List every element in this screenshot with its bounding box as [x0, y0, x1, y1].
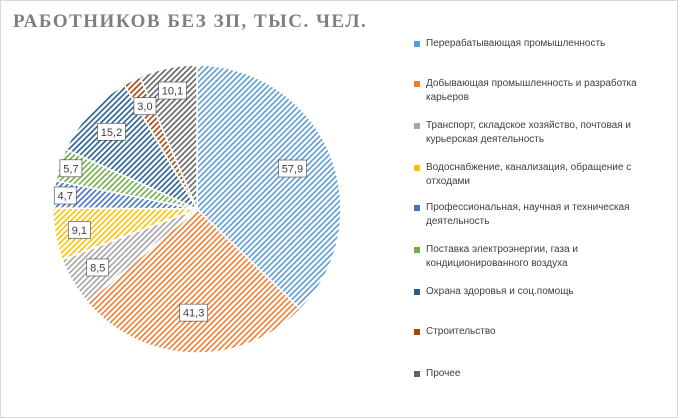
svg-text:57,9: 57,9: [282, 164, 303, 176]
legend-swatch: [414, 205, 420, 211]
pie-slice: [86, 207, 302, 354]
legend-swatch: [414, 41, 420, 47]
svg-text:4,7: 4,7: [58, 191, 73, 203]
svg-text:8,5: 8,5: [90, 262, 105, 274]
legend-label: Поставка электроэнергии, газа и кондицио…: [426, 244, 579, 269]
svg-text:15,2: 15,2: [101, 127, 122, 139]
pie-slice: [64, 83, 199, 211]
legend-swatch: [414, 165, 420, 171]
legend-item: Перерабатывающая промышленность: [414, 37, 676, 51]
legend-label: Профессиональная, научная и техническая …: [426, 202, 630, 227]
legend-item: Транспорт, складское хозяйство, почтовая…: [414, 119, 676, 147]
legend-swatch: [414, 123, 420, 129]
pie-slice: [196, 64, 342, 311]
svg-text:5,7: 5,7: [63, 163, 78, 175]
legend-swatch: [414, 371, 420, 377]
legend-label: Транспорт, складское хозяйство, почтовая…: [426, 120, 632, 145]
data-label: 4,7: [53, 186, 77, 205]
legend-item: Прочее: [414, 367, 676, 381]
legend-label: Охрана здоровья и соц.помощь: [426, 286, 574, 297]
legend-label: Строительство: [426, 326, 496, 337]
legend-swatch: [414, 247, 420, 253]
data-label: 41,3: [179, 303, 208, 322]
legend-item: Профессиональная, научная и техническая …: [414, 201, 676, 229]
data-label: 5,7: [59, 159, 83, 178]
legend-label: Прочее: [426, 368, 461, 379]
legend-swatch: [414, 329, 420, 335]
legend-item: Строительство: [414, 325, 676, 339]
svg-text:41,3: 41,3: [183, 308, 204, 320]
legend-label: Добывающая промышленность и разработка к…: [426, 78, 637, 103]
legend-swatch: [414, 289, 420, 295]
data-label: 3,0: [133, 97, 157, 116]
data-label: 8,5: [86, 258, 110, 277]
svg-text:9,1: 9,1: [72, 225, 87, 237]
svg-text:10,1: 10,1: [162, 86, 183, 98]
data-label: 9,1: [68, 221, 91, 239]
legend-item: Охрана здоровья и соц.помощь: [414, 285, 676, 299]
svg-text:3,0: 3,0: [137, 101, 152, 113]
chart-title: РАБОТНИКОВ БЕЗ ЗП, ТЫС. ЧЕЛ.: [13, 11, 368, 32]
data-label: 10,1: [158, 81, 187, 100]
legend-item: Поставка электроэнергии, газа и кондицио…: [414, 243, 676, 271]
data-label: 57,9: [278, 159, 307, 178]
data-label: 15,2: [97, 123, 126, 141]
legend-label: Водоснабжение, канализация, обращение с …: [426, 162, 632, 187]
legend-label: Перерабатывающая промышленность: [426, 38, 606, 49]
legend-item: Водоснабжение, канализация, обращение с …: [414, 161, 676, 189]
legend-item: Добывающая промышленность и разработка к…: [414, 77, 676, 105]
legend-swatch: [414, 81, 420, 87]
